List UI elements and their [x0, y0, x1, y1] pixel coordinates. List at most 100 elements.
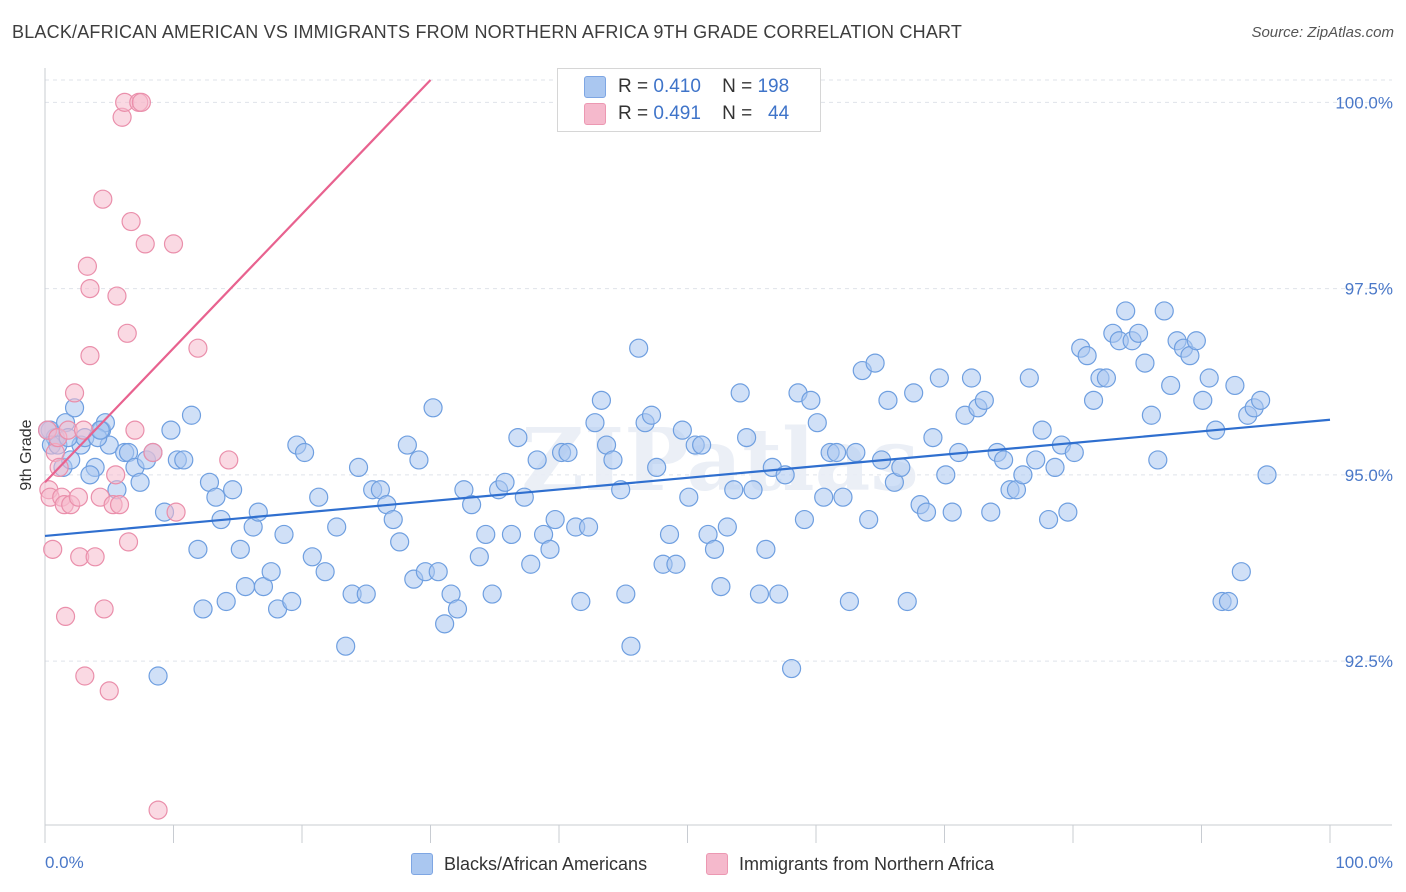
tick-labels: 100.0% 97.5% 95.0% 92.5% 0.0% 100.0%: [45, 93, 1393, 872]
chart-title: BLACK/AFRICAN AMERICAN VS IMMIGRANTS FRO…: [12, 22, 963, 42]
series-legend: Blacks/African Americans Immigrants from…: [0, 851, 1406, 879]
point-blacks: [1096, 368, 1117, 388]
point-blacks: [585, 413, 605, 433]
legend-row-immigrants: R = 0.491 N = 44: [558, 101, 789, 127]
point-blacks: [1026, 450, 1046, 470]
point-blacks: [423, 398, 443, 418]
point-immigrants: [107, 286, 127, 306]
point-blacks: [206, 487, 226, 507]
point-blacks: [904, 383, 924, 403]
point-blacks: [659, 524, 680, 545]
point-blacks: [261, 562, 281, 582]
y-tick-label: 95.0%: [1345, 466, 1393, 485]
point-blacks: [1038, 509, 1059, 530]
series-swatch-blacks: [411, 853, 433, 875]
point-blacks: [558, 442, 578, 463]
point-blacks: [230, 539, 250, 559]
trend-line-immigrants: [44, 79, 432, 484]
point-blacks: [923, 428, 943, 448]
point-immigrants: [188, 338, 208, 358]
point-blacks: [80, 465, 100, 485]
y-axis-label: 9th Grade: [18, 419, 35, 490]
point-blacks: [188, 539, 208, 559]
point-blacks: [1251, 390, 1271, 410]
point-blacks: [482, 584, 502, 604]
point-blacks: [641, 405, 662, 425]
point-blacks: [1128, 323, 1149, 343]
point-immigrants: [77, 256, 98, 276]
point-blacks: [942, 502, 962, 522]
point-blacks: [302, 547, 322, 567]
point-blacks: [859, 509, 879, 530]
point-blacks: [846, 442, 866, 463]
point-blacks: [717, 517, 737, 537]
point-blacks: [826, 442, 847, 463]
point-immigrants: [85, 547, 105, 567]
point-immigrants: [93, 189, 113, 209]
point-blacks: [309, 487, 329, 507]
point-blacks: [865, 353, 885, 373]
point-blacks: [216, 591, 236, 612]
point-blacks: [571, 591, 591, 612]
point-blacks: [621, 636, 641, 656]
point-blacks: [1161, 375, 1181, 396]
point-immigrants: [94, 599, 114, 619]
legend-row-blacks: R = 0.410 N = 198: [558, 74, 789, 100]
point-blacks: [501, 524, 522, 545]
trend-line-blacks: [44, 418, 1331, 538]
point-blacks: [711, 576, 731, 597]
point-immigrants: [219, 450, 239, 470]
point-immigrants: [148, 800, 168, 820]
point-blacks: [1199, 368, 1219, 388]
point-blacks: [428, 562, 448, 582]
point-blacks: [666, 554, 686, 574]
point-blacks: [148, 666, 168, 686]
series-label-blacks: Blacks/African Americans: [444, 853, 648, 874]
point-blacks: [540, 539, 560, 559]
point-blacks: [936, 465, 956, 485]
point-blacks: [891, 457, 911, 477]
trend-lines: [44, 79, 1331, 538]
point-blacks: [807, 413, 827, 433]
point-blacks: [743, 480, 763, 500]
point-blacks: [1193, 390, 1213, 410]
point-blacks: [794, 509, 815, 530]
point-immigrants: [73, 420, 94, 440]
point-immigrants: [99, 681, 119, 701]
point-blacks: [174, 450, 194, 470]
legend-n-label: N =: [722, 76, 753, 97]
point-blacks: [327, 517, 347, 537]
point-immigrants: [75, 666, 95, 686]
point-blacks: [916, 502, 937, 522]
point-immigrants: [135, 234, 155, 254]
point-immigrants: [117, 323, 137, 343]
point-blacks: [1045, 457, 1065, 477]
point-blacks: [1083, 390, 1104, 410]
point-immigrants: [118, 532, 139, 552]
point-blacks: [435, 614, 455, 634]
point-blacks: [294, 442, 315, 463]
legend-swatch-immigrants: [584, 103, 606, 125]
point-blacks: [469, 547, 489, 567]
point-blacks: [833, 487, 853, 507]
y-tick-label: 100.0%: [1335, 93, 1393, 112]
legend-r-label: R =: [618, 76, 649, 97]
point-blacks: [616, 584, 636, 604]
point-blacks: [704, 539, 725, 559]
stats-legend: R = 0.410 N = 198 R = 0.491 N = 44: [557, 68, 821, 132]
point-blacks: [390, 532, 410, 552]
point-blacks: [161, 420, 181, 440]
point-immigrants: [143, 442, 163, 463]
point-blacks: [1064, 442, 1084, 463]
point-blacks: [1154, 301, 1174, 321]
point-blacks: [1225, 375, 1245, 396]
series-label-immigrants: Immigrants from Northern Africa: [739, 853, 995, 874]
legend-n-value: 44: [768, 103, 790, 124]
x-tick-label: 0.0%: [45, 853, 84, 872]
point-blacks: [476, 524, 496, 545]
point-blacks: [235, 576, 256, 597]
point-blacks: [749, 584, 770, 604]
legend-swatch-blacks: [584, 76, 606, 98]
point-blacks: [929, 368, 949, 388]
point-blacks: [981, 502, 1001, 522]
